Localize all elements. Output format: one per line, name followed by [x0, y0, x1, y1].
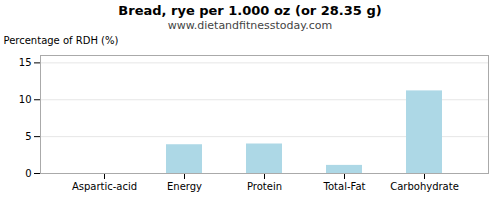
svg-text:Protein: Protein: [247, 181, 282, 192]
svg-text:5: 5: [25, 131, 31, 142]
svg-text:10: 10: [19, 94, 32, 105]
svg-text:Aspartic-acid: Aspartic-acid: [72, 181, 137, 192]
svg-text:Percentage of RDH (%): Percentage of RDH (%): [4, 35, 119, 46]
svg-text:0: 0: [25, 168, 31, 179]
html-text:Bread, rye per 1.000 oz (or 28: Bread, rye per 1.000 oz (or 28.35 g): [118, 3, 382, 18]
svg-text:Total-Fat: Total-Fat: [323, 181, 366, 192]
svg-text:Carbohydrate: Carbohydrate: [390, 181, 459, 192]
svg-text:15: 15: [19, 57, 32, 68]
svg-text:Energy: Energy: [167, 181, 202, 192]
html-text:www.dietandfitnesstoday.com: www.dietandfitnesstoday.com: [167, 19, 333, 32]
